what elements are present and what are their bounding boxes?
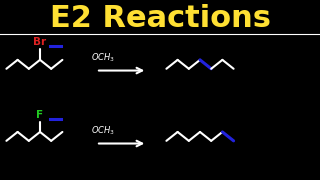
- Text: E2 Reactions: E2 Reactions: [50, 4, 270, 33]
- Text: $OCH_3$: $OCH_3$: [91, 52, 115, 64]
- Text: $OCH_3$: $OCH_3$: [91, 125, 115, 137]
- Text: F: F: [36, 110, 44, 120]
- Text: Br: Br: [33, 37, 47, 47]
